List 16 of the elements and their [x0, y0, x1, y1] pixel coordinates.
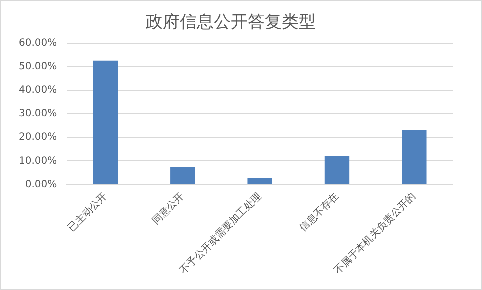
y-tick-label: 10.00% — [18, 156, 58, 167]
bar — [170, 167, 196, 184]
x-tick-label: 已主动公开 — [66, 190, 110, 234]
x-tick-label: 信息不存在 — [297, 190, 342, 234]
x-tick-label: 同意公开 — [150, 190, 187, 228]
y-tick-label: 60.00% — [18, 38, 58, 49]
bar — [324, 156, 350, 184]
chart-title: 政府信息公开答复类型 — [146, 12, 316, 33]
bar — [93, 60, 118, 184]
y-tick-label: 0.00% — [25, 179, 58, 190]
y-tick-label: 30.00% — [18, 108, 58, 120]
y-tick-label: 20.00% — [18, 132, 58, 144]
y-tick-label: 50.00% — [18, 62, 58, 73]
bar — [402, 130, 427, 184]
y-tick-label: 40.00% — [18, 85, 58, 96]
bar — [248, 178, 272, 184]
